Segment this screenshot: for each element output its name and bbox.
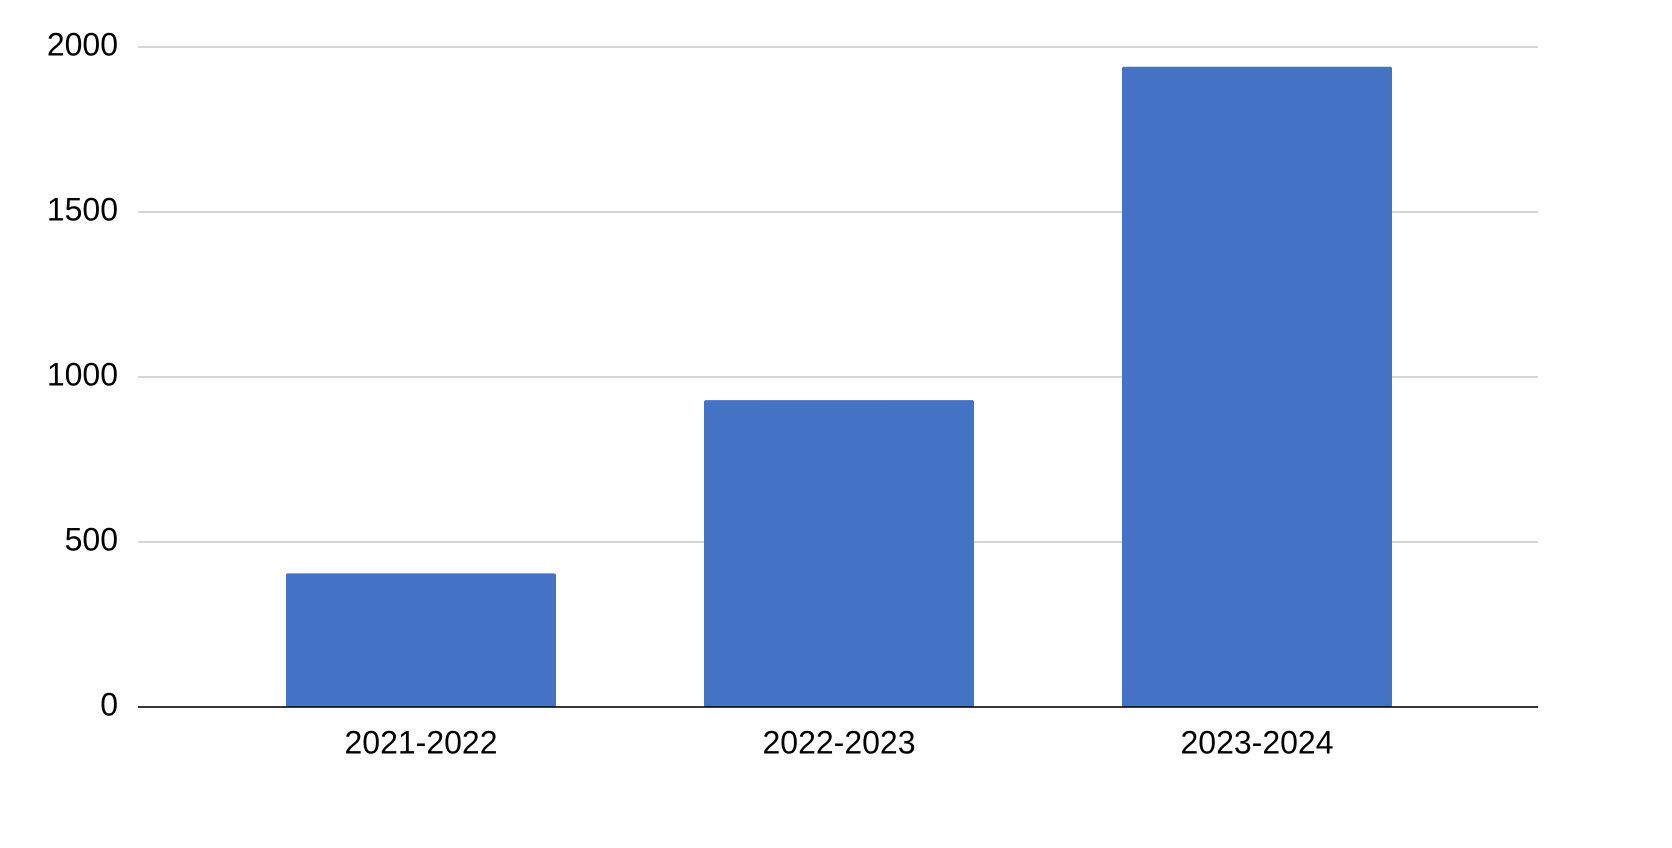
y-tick-label: 1000 <box>47 356 118 392</box>
y-tick-label: 500 <box>65 521 118 557</box>
y-tick-label: 1500 <box>47 191 118 227</box>
bar <box>704 400 974 707</box>
y-tick-label: 2000 <box>47 26 118 62</box>
y-tick-label: 0 <box>100 686 118 722</box>
x-tick-label: 2021-2022 <box>344 724 497 760</box>
x-tick-label: 2023-2024 <box>1180 724 1333 760</box>
bar <box>1122 66 1392 708</box>
bar <box>286 573 556 707</box>
x-tick-label: 2022-2023 <box>762 724 915 760</box>
